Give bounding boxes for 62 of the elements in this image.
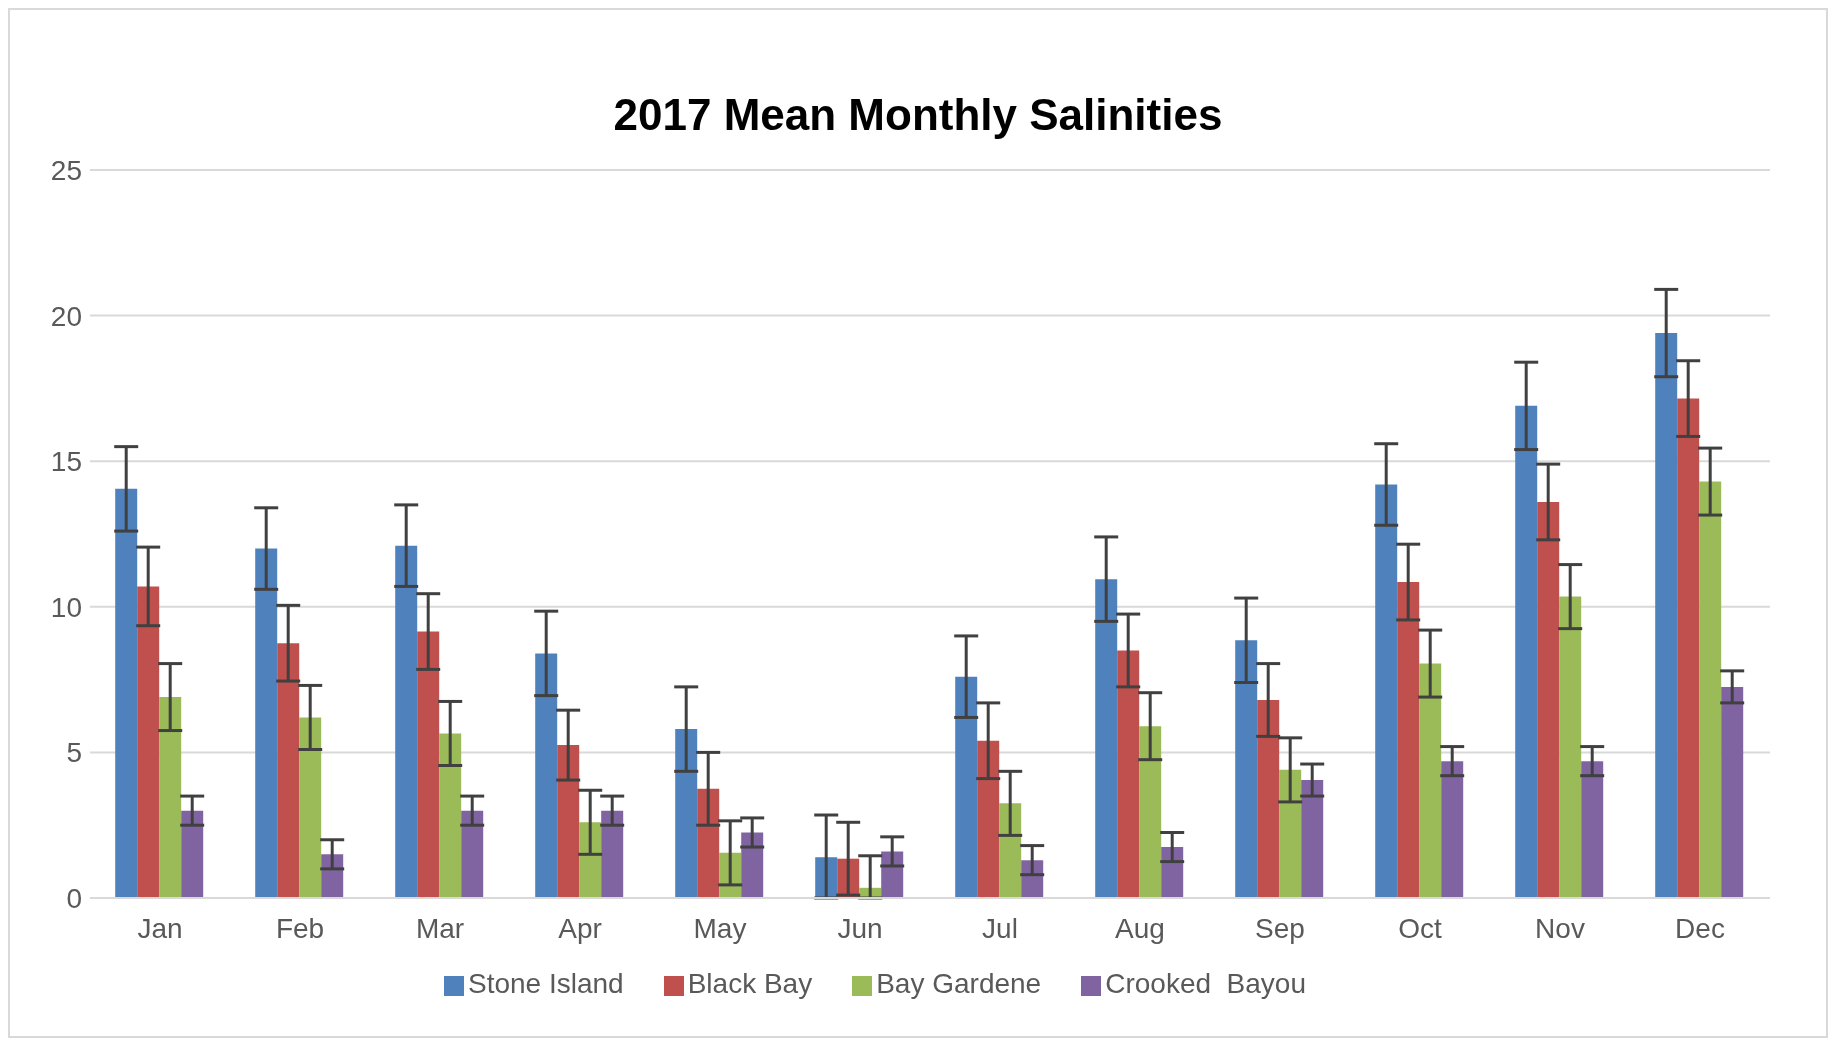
bar (1375, 484, 1398, 898)
chart-title: 2017 Mean Monthly Salinities (613, 90, 1223, 139)
bar (1257, 699, 1280, 898)
bar (741, 832, 764, 898)
y-tick-label: 15 (50, 446, 82, 478)
bar (535, 653, 558, 898)
bar (675, 729, 698, 898)
bar (1139, 726, 1162, 898)
bar (1559, 596, 1582, 898)
y-tick-label: 10 (50, 591, 82, 623)
bar (417, 631, 440, 898)
x-tick-label: Dec (1675, 912, 1725, 944)
bar (439, 733, 462, 898)
x-tick-label: Jan (137, 912, 183, 944)
bar (1655, 333, 1678, 898)
x-tick-label: Jun (837, 912, 883, 944)
bar (1301, 780, 1324, 898)
bar (1721, 686, 1744, 898)
x-tick-label: Oct (1398, 912, 1442, 944)
x-tick-label: Apr (558, 912, 602, 944)
bar (1235, 640, 1258, 898)
bar (1095, 579, 1118, 898)
x-tick-label: Jul (982, 912, 1018, 944)
legend-label: Black Bay (687, 968, 813, 999)
bar (1419, 663, 1442, 898)
y-tick-label: 25 (50, 154, 82, 186)
bar (601, 810, 624, 898)
x-tick-label: Feb (275, 912, 325, 944)
bar (137, 586, 160, 898)
bar (1279, 769, 1302, 898)
bar (1515, 405, 1538, 898)
bar (697, 788, 720, 898)
bar (255, 548, 278, 898)
bar (395, 545, 418, 898)
x-tick-label: Aug (1115, 912, 1165, 944)
legend-label: Crooked Bayou (1105, 968, 1306, 999)
bar (1441, 761, 1464, 898)
bar (115, 488, 138, 898)
bar (461, 810, 484, 898)
y-tick-label: 20 (50, 300, 82, 332)
bar (1537, 501, 1560, 898)
bar (955, 676, 978, 898)
bar (1699, 481, 1722, 898)
bar (1117, 650, 1140, 898)
bar (1397, 582, 1420, 898)
bar (181, 810, 204, 898)
bar (159, 697, 182, 898)
legend-label: Stone Island (468, 968, 624, 999)
bar (557, 745, 580, 898)
x-tick-label: Mar (415, 912, 465, 944)
x-tick-label: May (693, 912, 747, 944)
y-tick-label: 5 (66, 737, 82, 769)
bar (1677, 398, 1700, 898)
legend-label: Bay Gardene (876, 968, 1042, 999)
x-tick-label: Nov (1535, 912, 1585, 944)
bar (977, 740, 1000, 898)
x-tick-label: Sep (1255, 912, 1305, 944)
bar (299, 717, 322, 898)
y-tick-label: 0 (66, 882, 82, 914)
bar (1581, 761, 1604, 898)
bar (277, 643, 300, 898)
bar (999, 803, 1022, 898)
